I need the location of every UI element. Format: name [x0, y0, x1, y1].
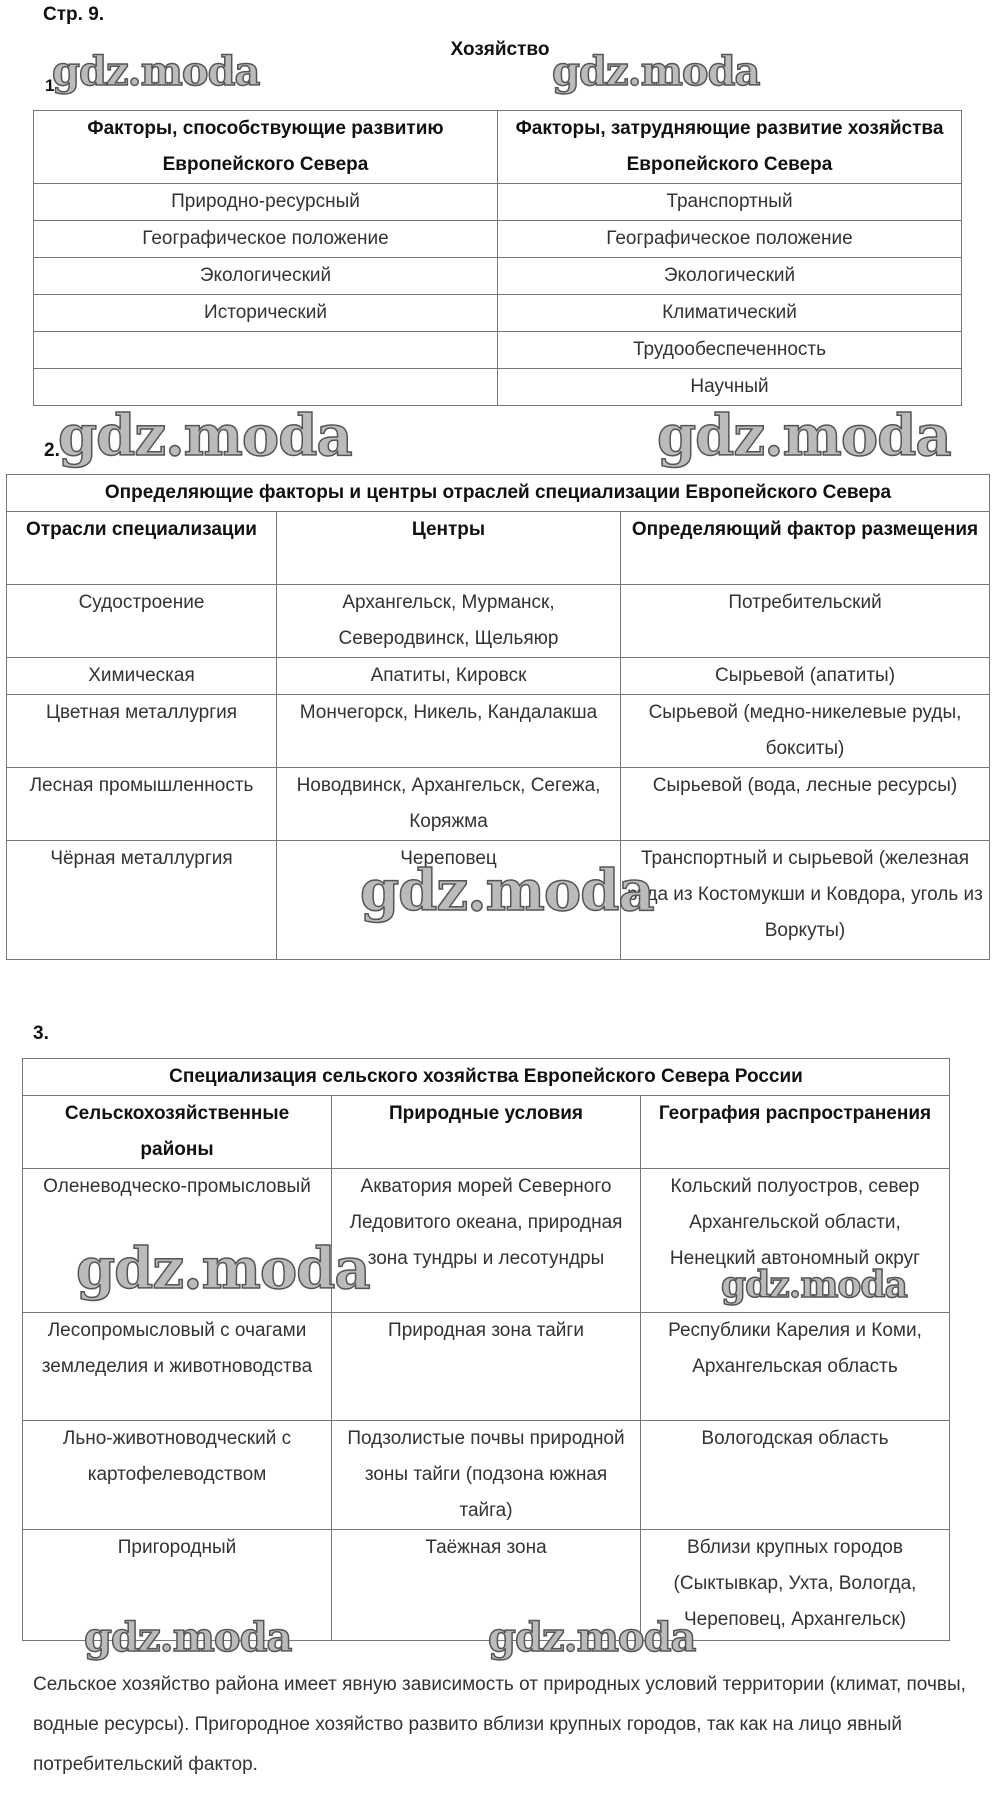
table-cell: Вологодская область [640, 1420, 950, 1530]
watermark: gdz.moda [359, 857, 655, 925]
table-row: Научный [33, 368, 962, 406]
table-cell: Чёрная металлургия [6, 840, 277, 960]
table-cell: Исторический [33, 294, 498, 332]
table-row: Трудообеспеченность [33, 331, 962, 369]
watermark: gdz.moda [551, 47, 761, 96]
table-cell: Вблизи крупных городов (Сыктывкар, Ухта,… [640, 1529, 950, 1641]
task1-number: 1. [45, 76, 60, 95]
table-cell: Потребительский [620, 584, 990, 658]
table-row: Оленеводческо-промысловый Акватория морей… [22, 1168, 950, 1313]
table-header-cell: Определяющие факторы и центры отраслей с… [6, 474, 990, 512]
watermark: gdz.moda [57, 402, 353, 470]
task2-number: 2. [44, 440, 60, 461]
table-cell: Череповец [276, 840, 621, 960]
table-cell: Архангельск, Мурманск, Северодвинск, Щел… [276, 584, 621, 658]
table-row: Лесопромысловый с очагами земледелия и ж… [22, 1312, 950, 1421]
table-header-row: Факторы, способствующие развитию Европей… [33, 110, 962, 184]
page-label: Стр. 9. [43, 4, 105, 25]
table-cell: Новодвинск, Архангельск, Сегежа, Коряжма [276, 767, 621, 841]
table-cell: Мончегорск, Никель, Кандалакша [276, 694, 621, 768]
table-cell: Природно-ресурсный [33, 183, 498, 221]
table-cell: Географическое положение [33, 220, 498, 258]
table-cell: Подзолистые почвы природной зоны тайги (… [331, 1420, 641, 1530]
table-cell: Пригородный [22, 1529, 332, 1641]
table-row: Пригородный Таёжная зона Вблизи крупных го… [22, 1529, 950, 1641]
table-header-cell: Факторы, затрудняющие развитие хозяйства… [497, 110, 962, 184]
table-cell: Научный [497, 368, 962, 406]
task3-conclusion: Сельское хозяйство района имеет явную за… [33, 1674, 966, 1775]
table-cell: Лесная промышленность [6, 767, 277, 841]
watermark: gdz.moda [51, 47, 261, 96]
table-header-cell: Сельскохозяйственные районы [22, 1095, 332, 1169]
table-row: Природно-ресурсный Транспортный [33, 183, 962, 221]
table-cell: Химическая [6, 657, 277, 695]
table-caption-row: Специализация сельского хозяйства Европе… [22, 1058, 950, 1096]
table-row: Химическая Апатиты, Кировск Сырьевой (апат… [6, 657, 990, 695]
table-cell: Республики Карелия и Коми, Архангельская… [640, 1312, 950, 1421]
table-row: Льно-животноводческий с картофелеводство… [22, 1420, 950, 1530]
table-cell: Оленеводческо-промысловый [22, 1168, 332, 1313]
table-cell: Сырьевой (медно-никелевые руды, бокситы) [620, 694, 990, 768]
table-header-cell: Специализация сельского хозяйства Европе… [22, 1058, 950, 1096]
table-cell: Экологический [33, 257, 498, 295]
table-cell: Судостроение [6, 584, 277, 658]
table-cell: Цветная металлургия [6, 694, 277, 768]
table-row: Географическое положение Географическое п… [33, 220, 962, 258]
table-cell: Акватория морей Северного Ледовитого оке… [331, 1168, 641, 1313]
task3-table: Специализация сельского хозяйства Европе… [22, 1058, 950, 1641]
table-header-cell: География распространения [640, 1095, 950, 1169]
table-cell: Климатический [497, 294, 962, 332]
watermark: gdz.moda [720, 1263, 908, 1307]
table-row: Чёрная металлургия Череповец Транспортный … [6, 840, 990, 960]
watermark: gdz.moda [83, 1613, 293, 1662]
table-row: Экологический Экологический [33, 257, 962, 295]
table-row: Лесная промышленность Новодвинск, Арханге… [6, 767, 990, 841]
table-header-cell: Природные условия [331, 1095, 641, 1169]
table-cell: Лесопромысловый с очагами земледелия и ж… [22, 1312, 332, 1421]
table-cell [33, 331, 498, 369]
table-header-cell: Определяющий фактор размещения [620, 511, 990, 585]
table-cell: Транспортный и сырьевой (железная руда и… [620, 840, 990, 960]
table-header-row: Отрасли специализации Центры Определяющий … [6, 511, 990, 585]
task1-table: Факторы, способствующие развитию Европей… [33, 110, 962, 406]
table-header-row: Сельскохозяйственные районы Природные усл… [22, 1095, 950, 1169]
table-header-cell: Центры [276, 511, 621, 585]
table-cell: Транспортный [497, 183, 962, 221]
table-cell: Таёжная зона [331, 1529, 641, 1641]
table-cell: Экологический [497, 257, 962, 295]
table-caption-row: Определяющие факторы и центры отраслей с… [6, 474, 990, 512]
watermark: gdz.moda [487, 1613, 697, 1662]
table-cell: Природная зона тайги [331, 1312, 641, 1421]
table-cell: Сырьевой (апатиты) [620, 657, 990, 695]
table-row: Судостроение Архангельск, Мурманск, Север… [6, 584, 990, 658]
table-cell [33, 368, 498, 406]
table-cell: Географическое положение [497, 220, 962, 258]
watermark: gdz.moda [75, 1235, 371, 1303]
table-header-cell: Факторы, способствующие развитию Европей… [33, 110, 498, 184]
task3-number: 3. [33, 1023, 49, 1044]
table-cell: Трудообеспеченность [497, 331, 962, 369]
watermark: gdz.moda [656, 402, 952, 470]
table-cell: Апатиты, Кировск [276, 657, 621, 695]
table-cell: Сырьевой (вода, лесные ресурсы) [620, 767, 990, 841]
page-title: Хозяйство [450, 39, 550, 60]
task2-table: Определяющие факторы и центры отраслей с… [6, 474, 990, 960]
table-row: Цветная металлургия Мончегорск, Никель, К… [6, 694, 990, 768]
table-header-cell: Отрасли специализации [6, 511, 277, 585]
table-row: Исторический Климатический [33, 294, 962, 332]
table-cell: Льно-животноводческий с картофелеводство… [22, 1420, 332, 1530]
